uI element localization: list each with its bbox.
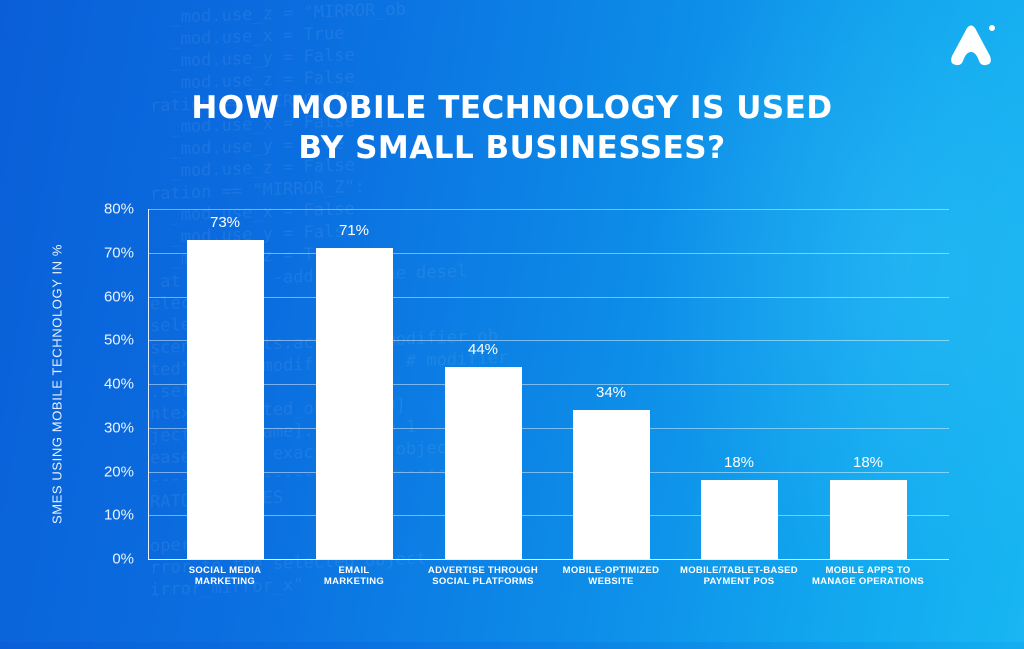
- y-tick-label: 80%: [103, 200, 134, 218]
- y-tick-label: 0%: [112, 550, 134, 568]
- chart-title-line-1: HOW MOBILE TECHNOLOGY IS USED: [191, 90, 833, 126]
- gridline: [148, 340, 949, 342]
- y-tick-label: 50%: [103, 331, 134, 349]
- gridline: [148, 384, 949, 385]
- x-tick-label-line: WEBSITE: [588, 576, 634, 587]
- bar-value-label: 34%: [595, 384, 627, 402]
- x-tick-label-line: PAYMENT POS: [703, 576, 775, 587]
- x-tick-label-line: SOCIAL MEDIA: [188, 565, 262, 576]
- gridline: [148, 515, 949, 517]
- bar: [700, 480, 778, 559]
- x-tick-label: SOCIAL MEDIA MARKETING: [150, 565, 300, 587]
- bar-value-label: 73%: [209, 213, 241, 231]
- plot-area: 0% 10% 20% 30% 40% 50% 60% 70% 80% 73% 71% 44% 34% 18…: [104, 201, 949, 568]
- chart-title: HOW MOBILE TECHNOLOGY IS USED BY SMALL B…: [0, 88, 1024, 168]
- x-tick-label-line: MOBILE-OPTIMIZED: [562, 565, 660, 576]
- x-tick-label-line: ADVERTISE THROUGH: [427, 565, 539, 576]
- gridline: [148, 209, 949, 210]
- gridline: [148, 427, 949, 429]
- x-tick-label: ADVERTISE THROUGH SOCIAL PLATFORMS: [408, 565, 558, 587]
- x-tick-label: EMAIL MARKETING: [279, 565, 429, 587]
- bar: [186, 239, 264, 559]
- y-axis-label: SMES USING MOBILE TECHNOLOGY IN %: [49, 243, 65, 525]
- y-tick-label: 70%: [103, 244, 134, 262]
- x-tick-label-line: MOBILE APPS TO: [825, 565, 911, 576]
- x-tick-label-line: MARKETING: [323, 576, 385, 587]
- y-tick-label: 40%: [103, 375, 134, 393]
- brand-logo-icon: [951, 25, 995, 66]
- bar: [572, 410, 650, 559]
- chart-title-line-2: BY SMALL BUSINESSES?: [298, 130, 726, 166]
- y-tick-label: 30%: [103, 419, 134, 437]
- bar: [829, 480, 907, 559]
- y-axis-line: [148, 209, 149, 560]
- bar-value-label: 18%: [723, 454, 755, 472]
- x-tick-label: MOBILE APPS TO MANAGE OPERATIONS: [793, 565, 943, 587]
- x-tick-label-line: MANAGE OPERATIONS: [811, 576, 925, 587]
- bar: [444, 366, 522, 559]
- x-tick-label-line: MOBILE/TABLET-BASED: [680, 565, 798, 576]
- background-glow: [604, 0, 1024, 642]
- gridline: [148, 252, 949, 254]
- x-tick-label-line: EMAIL: [338, 565, 370, 576]
- x-tick-label-line: MARKETING: [194, 576, 256, 587]
- bar-value-label: 44%: [467, 340, 499, 358]
- y-tick-label: 60%: [103, 288, 134, 305]
- x-tick-label: MOBILE-OPTIMIZED WEBSITE: [536, 565, 686, 587]
- bar: [315, 248, 393, 559]
- x-axis-line: [148, 559, 949, 560]
- y-tick-label: 20%: [103, 463, 134, 480]
- bar-value-label: 18%: [852, 454, 884, 472]
- x-tick-label: MOBILE/TABLET-BASED PAYMENT POS: [664, 565, 814, 587]
- gridline: [148, 471, 949, 473]
- gridline: [148, 296, 949, 298]
- y-tick-label: 10%: [103, 506, 134, 524]
- x-tick-label-line: SOCIAL PLATFORMS: [432, 576, 534, 587]
- bar-value-label: 71%: [338, 222, 370, 240]
